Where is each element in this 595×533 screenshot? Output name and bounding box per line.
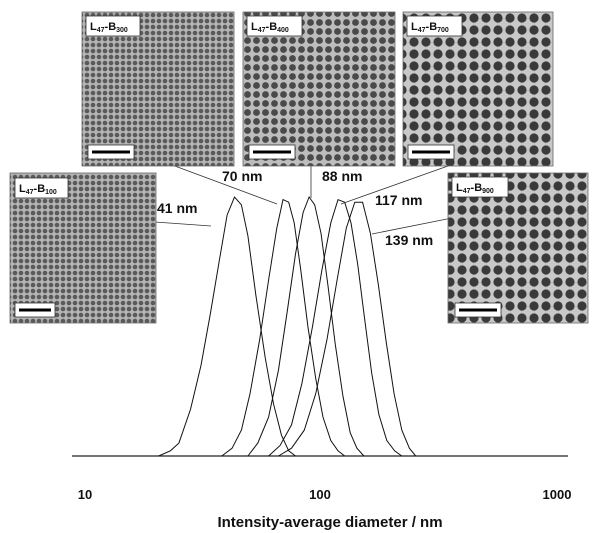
- micrograph-inset-L47-B900: L47-B900: [447, 172, 589, 324]
- inset-label-box: [451, 176, 509, 198]
- peak-label-41: 41 nm: [157, 200, 197, 216]
- inset-label: L47-B100: [19, 183, 57, 196]
- micrograph-inset-L47-B300: L47-B300: [81, 11, 235, 167]
- leader-line-100: [154, 221, 212, 227]
- peak-label-117: 117 nm: [375, 192, 422, 208]
- series-line-l47-b100: [158, 196, 296, 457]
- x-axis-title: Intensity-average diameter / nm: [217, 514, 442, 531]
- micrograph-inset-L47-B700: L47-B700: [402, 11, 554, 167]
- peak-label-88: 88 nm: [322, 168, 362, 184]
- micrograph-image: [447, 172, 589, 324]
- micrograph-inset-L47-B400: L47-B400: [242, 11, 396, 167]
- peak-label-139: 139 nm: [385, 232, 433, 248]
- x-axis: 10 100 1000 Intensity-average diameter /…: [72, 455, 572, 531]
- x-tick-label-10: 10: [78, 487, 92, 502]
- inset-label-box: [406, 15, 463, 37]
- inset-label: L47-B400: [251, 21, 289, 34]
- inset-label: L47-B700: [411, 21, 449, 34]
- micrograph-image: [81, 11, 235, 167]
- series-line-l47-b700: [268, 198, 403, 457]
- inset-label-box: [85, 15, 141, 37]
- micrograph-image: [402, 11, 554, 167]
- peak-label-70: 70 nm: [222, 168, 262, 184]
- inset-label: L47-B900: [456, 182, 494, 195]
- inset-label-box: [14, 177, 69, 199]
- series-line-l47-b400: [247, 195, 365, 457]
- x-tick-label-100: 100: [309, 487, 331, 502]
- micrograph-inset-L47-B100: L47-B100: [9, 172, 157, 324]
- x-tick-label-1000: 1000: [543, 487, 572, 502]
- series-line-l47-b300: [221, 198, 346, 457]
- inset-label-box: [246, 15, 303, 37]
- leader-line-900: [371, 217, 453, 235]
- inset-label: L47-B300: [90, 21, 128, 34]
- distribution-curves: [158, 195, 417, 457]
- leader-lines: [147, 155, 477, 235]
- series-line-l47-b900: [278, 201, 417, 457]
- micrograph-image: [242, 11, 396, 167]
